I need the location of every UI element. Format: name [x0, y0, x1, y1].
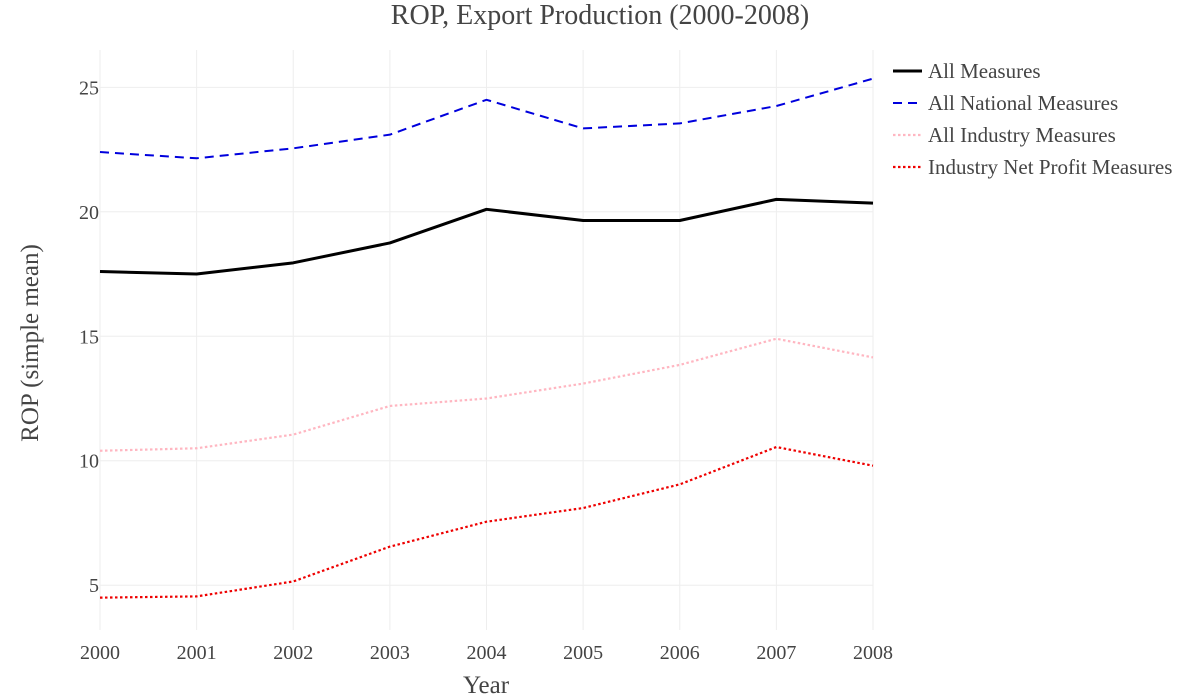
x-tick-label: 2005 [563, 642, 603, 664]
y-tick-label: 25 [79, 77, 99, 99]
legend: All Measures All National Measures All Ind… [893, 59, 1172, 179]
x-tick-label: 2004 [467, 642, 507, 664]
chart-title: ROP, Export Production (2000-2008) [391, 0, 809, 31]
x-axis-label: Year [463, 672, 510, 699]
x-tick-label: 2000 [80, 642, 120, 664]
grid-layer [99, 50, 874, 630]
series-line-all-industry-measures [99, 337, 874, 452]
x-tick-label: 2007 [756, 642, 796, 664]
y-tick-label: 15 [79, 326, 99, 348]
y-tick-label: 10 [79, 451, 99, 473]
legend-label-all-national-measures: All National Measures [928, 91, 1118, 115]
y-tick-label: 5 [89, 575, 99, 597]
x-tick-label: 2001 [177, 642, 217, 664]
x-tick-label: 2003 [370, 642, 410, 664]
axis-layer: 2000 2001 2002 2003 2004 2005 2006 2007 2008 5 10 1… [79, 77, 893, 664]
series-line-industry-net-profit-measures [99, 445, 874, 599]
legend-label-all-measures: All Measures [928, 59, 1041, 83]
legend-label-industry-net-profit-measures: Industry Net Profit Measures [928, 155, 1172, 179]
x-tick-label: 2006 [660, 642, 700, 664]
y-tick-label: 20 [79, 202, 99, 224]
series-line-all-measures [99, 197, 874, 276]
x-tick-label: 2002 [273, 642, 313, 664]
series-layer [99, 77, 874, 599]
y-axis-label: ROP (simple mean) [17, 244, 44, 442]
x-tick-label: 2008 [853, 642, 893, 664]
legend-label-all-industry-measures: All Industry Measures [928, 123, 1116, 147]
series-line-all-national-measures [99, 77, 874, 160]
